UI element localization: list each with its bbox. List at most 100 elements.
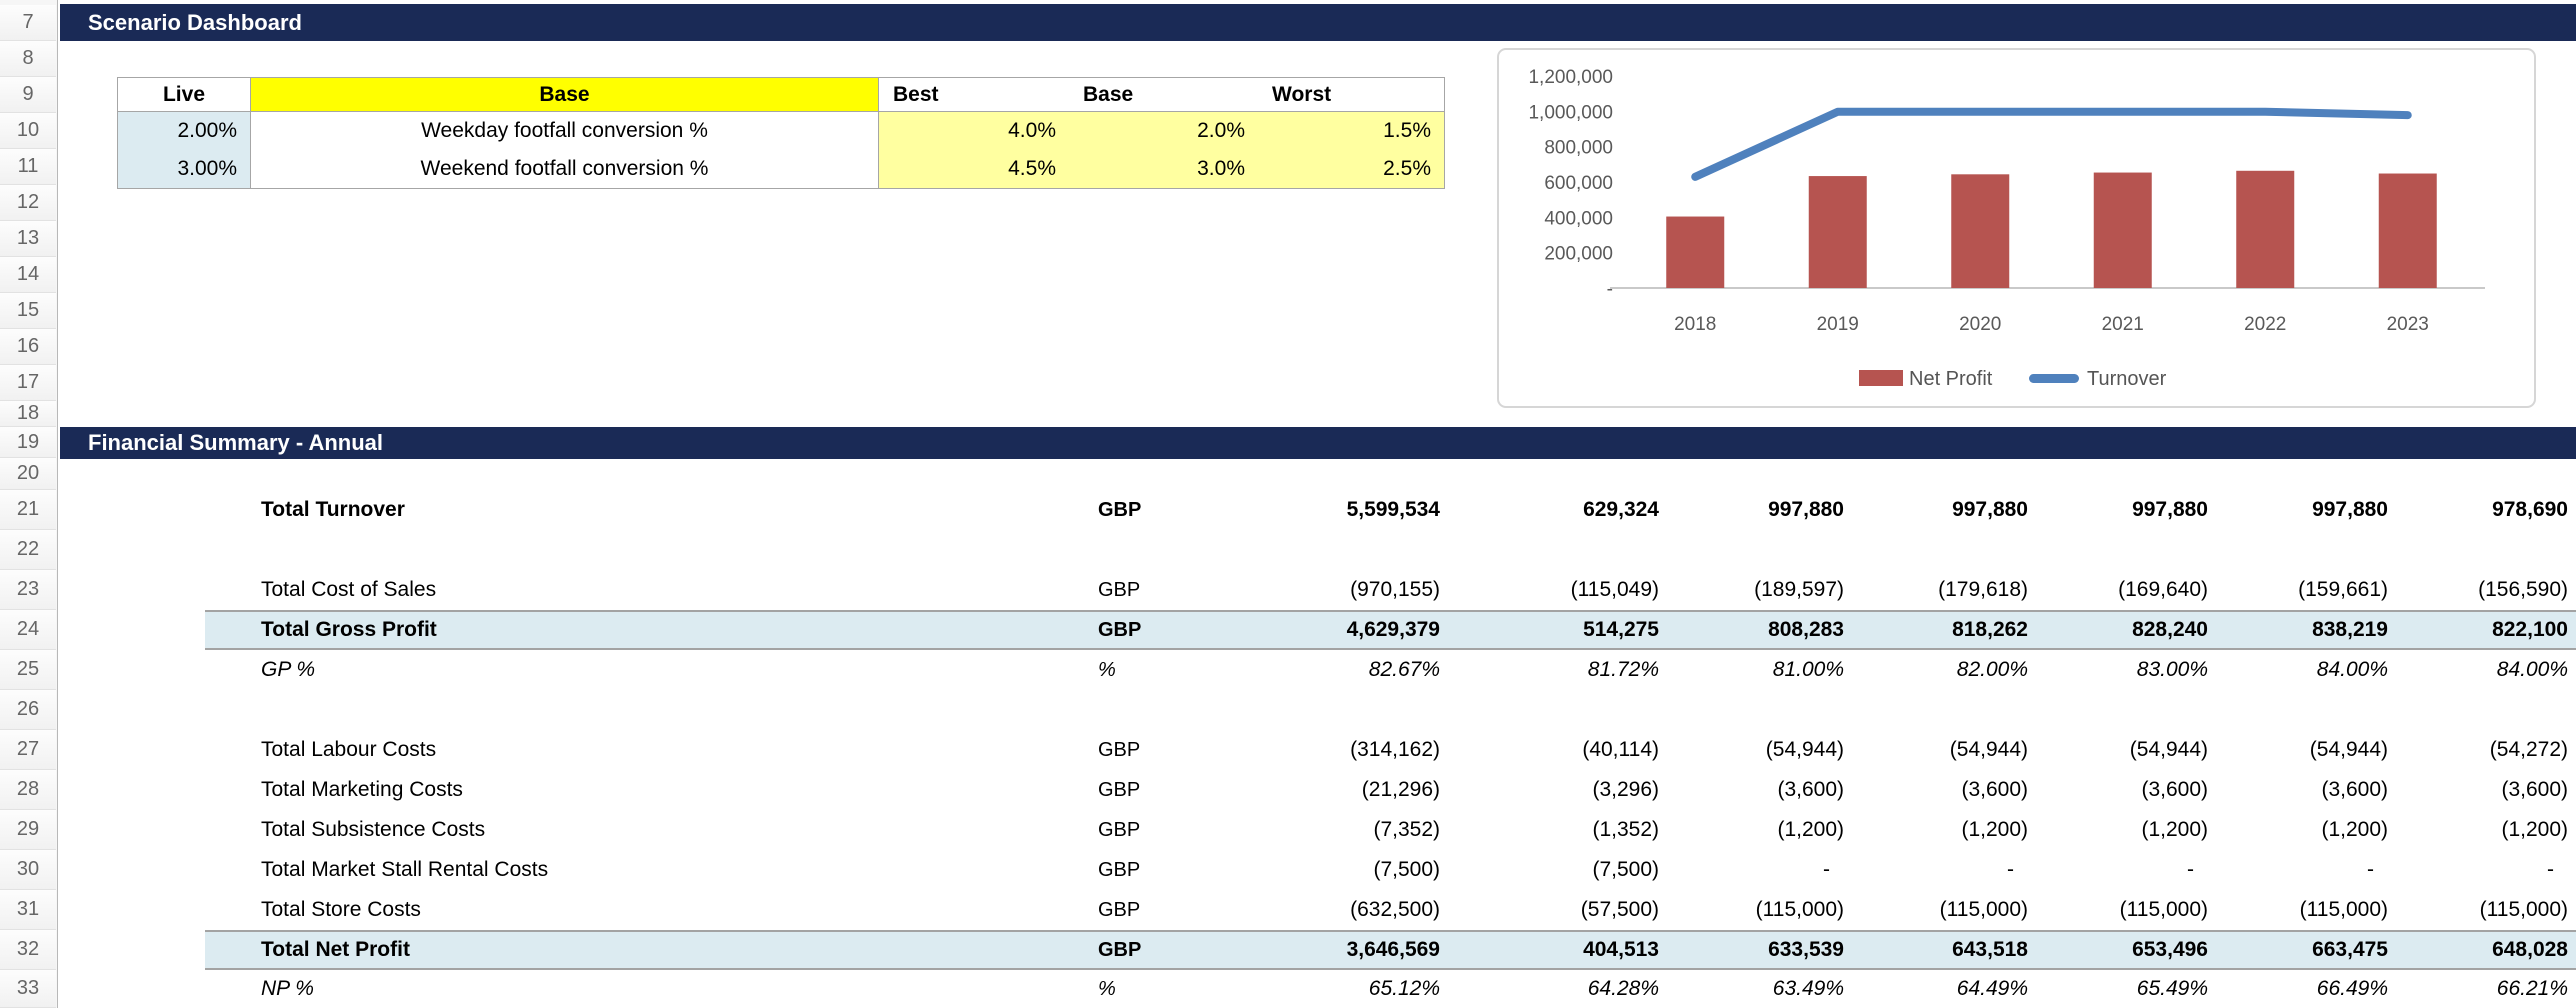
gp-label-cell[interactable]: GP % [261,658,316,681]
row-number-21[interactable]: 21 [0,490,56,530]
row-number-16[interactable]: 16 [0,329,56,365]
total-market-stall-rental-costs-value-1[interactable]: (7,500) [1373,858,1440,881]
scenario-header-base-case[interactable]: Base [1069,78,1258,112]
total-gross-profit-value-6[interactable]: 838,219 [2312,618,2388,641]
total-subsistence-costs-value-2[interactable]: (1,352) [1592,818,1659,841]
total-turnover-value-4[interactable]: 997,880 [1952,498,2028,521]
np-unit-cell[interactable]: % [1098,977,1116,1000]
total-subsistence-costs-value-5[interactable]: (1,200) [2141,818,2208,841]
total-marketing-costs-unit-cell[interactable]: GBP [1098,778,1141,801]
gp-value-5[interactable]: 83.00% [2136,658,2208,681]
total-store-costs-unit-cell[interactable]: GBP [1098,898,1141,921]
row-number-10[interactable]: 10 [0,113,56,149]
total-gross-profit-value-3[interactable]: 808,283 [1768,618,1844,641]
gp-value-7[interactable]: 84.00% [2496,658,2568,681]
total-turnover-value-1[interactable]: 5,599,534 [1346,498,1440,521]
gp-value-4[interactable]: 82.00% [1956,658,2028,681]
total-marketing-costs-value-4[interactable]: (3,600) [1961,778,2028,801]
total-subsistence-costs-value-1[interactable]: (7,352) [1373,818,1440,841]
weekday-label-cell[interactable]: Weekday footfall conversion % [251,112,879,150]
financial-summary-header[interactable]: Financial Summary - Annual [60,427,2576,459]
total-store-costs-value-1[interactable]: (632,500) [1350,898,1440,921]
total-cost-of-sales-value-4[interactable]: (179,618) [1938,578,2028,601]
total-net-profit-value-1[interactable]: 3,646,569 [1346,938,1440,961]
weekend-base-cell[interactable]: 3.0% [1069,150,1258,188]
total-turnover-value-7[interactable]: 978,690 [2492,498,2568,521]
row-number-24[interactable]: 24 [0,610,56,650]
np-value-1[interactable]: 65.12% [1368,977,1440,1000]
total-net-profit-value-4[interactable]: 643,518 [1952,938,2028,961]
weekend-live-cell[interactable]: 3.00% [118,150,251,188]
total-subsistence-costs-unit-cell[interactable]: GBP [1098,818,1141,841]
row-number-20[interactable]: 20 [0,458,56,490]
total-marketing-costs-value-3[interactable]: (3,600) [1777,778,1844,801]
total-marketing-costs-value-7[interactable]: (3,600) [2501,778,2568,801]
np-value-7[interactable]: 66.21% [2496,977,2568,1000]
total-marketing-costs-value-1[interactable]: (21,296) [1361,778,1440,801]
total-store-costs-value-6[interactable]: (115,000) [2299,898,2388,921]
weekend-worst-cell[interactable]: 2.5% [1258,150,1444,188]
row-number-25[interactable]: 25 [0,650,56,690]
total-cost-of-sales-value-1[interactable]: (970,155) [1350,578,1440,601]
total-gross-profit-value-1[interactable]: 4,629,379 [1346,618,1440,641]
total-subsistence-costs-value-6[interactable]: (1,200) [2321,818,2388,841]
total-labour-costs-label-cell[interactable]: Total Labour Costs [261,738,437,761]
scenario-header-worst[interactable]: Worst [1258,78,1444,112]
np-value-5[interactable]: 65.49% [2136,977,2208,1000]
row-number-28[interactable]: 28 [0,770,56,810]
row-number-30[interactable]: 30 [0,850,56,890]
weekend-best-cell[interactable]: 4.5% [879,150,1069,188]
total-marketing-costs-value-2[interactable]: (3,296) [1592,778,1659,801]
total-subsistence-costs-value-4[interactable]: (1,200) [1961,818,2028,841]
total-market-stall-rental-costs-unit-cell[interactable]: GBP [1098,858,1141,881]
row-number-29[interactable]: 29 [0,810,56,850]
row-number-23[interactable]: 23 [0,570,56,610]
total-labour-costs-value-3[interactable]: (54,944) [1765,738,1844,761]
np-value-2[interactable]: 64.28% [1587,977,1659,1000]
total-turnover-value-2[interactable]: 629,324 [1583,498,1659,521]
scenario-header-base[interactable]: Base [251,78,879,112]
row-number-13[interactable]: 13 [0,221,56,257]
total-cost-of-sales-label-cell[interactable]: Total Cost of Sales [261,578,437,601]
total-turnover-value-5[interactable]: 997,880 [2132,498,2208,521]
total-gross-profit-value-2[interactable]: 514,275 [1583,618,1659,641]
total-store-costs-label-cell[interactable]: Total Store Costs [261,898,421,921]
np-value-4[interactable]: 64.49% [1956,977,2028,1000]
total-net-profit-value-6[interactable]: 663,475 [2312,938,2388,961]
row-number-12[interactable]: 12 [0,185,56,221]
weekday-worst-cell[interactable]: 1.5% [1258,112,1444,150]
total-labour-costs-value-4[interactable]: (54,944) [1949,738,2028,761]
gp-unit-cell[interactable]: % [1098,658,1116,681]
total-labour-costs-value-6[interactable]: (54,944) [2309,738,2388,761]
total-turnover-value-3[interactable]: 997,880 [1768,498,1844,521]
row-number-7[interactable]: 7 [0,5,56,41]
total-net-profit-value-5[interactable]: 653,496 [2132,938,2208,961]
np-value-3[interactable]: 63.49% [1772,977,1844,1000]
total-marketing-costs-label-cell[interactable]: Total Marketing Costs [261,778,463,801]
total-turnover-label-cell[interactable]: Total Turnover [261,498,405,521]
row-number-31[interactable]: 31 [0,890,56,930]
total-net-profit-value-2[interactable]: 404,513 [1583,938,1659,961]
total-gross-profit-value-5[interactable]: 828,240 [2132,618,2208,641]
total-net-profit-value-7[interactable]: 648,028 [2492,938,2568,961]
row-number-27[interactable]: 27 [0,730,56,770]
row-number-17[interactable]: 17 [0,365,56,401]
row-number-32[interactable]: 32 [0,930,56,970]
total-market-stall-rental-costs-value-3[interactable]: - [1823,858,1830,881]
total-market-stall-rental-costs-value-7[interactable]: - [2547,858,2554,881]
total-labour-costs-value-5[interactable]: (54,944) [2129,738,2208,761]
gp-value-2[interactable]: 81.72% [1587,658,1659,681]
row-number-8[interactable]: 8 [0,41,56,77]
scenario-header-best[interactable]: Best [879,78,1069,112]
total-cost-of-sales-value-5[interactable]: (169,640) [2118,578,2208,601]
total-store-costs-value-3[interactable]: (115,000) [1755,898,1844,921]
row-number-9[interactable]: 9 [0,77,56,113]
row-number-19[interactable]: 19 [0,427,56,458]
total-cost-of-sales-unit-cell[interactable]: GBP [1098,578,1141,601]
gp-value-6[interactable]: 84.00% [2316,658,2388,681]
total-labour-costs-value-7[interactable]: (54,272) [2489,738,2568,761]
total-cost-of-sales-value-3[interactable]: (189,597) [1754,578,1844,601]
total-labour-costs-value-2[interactable]: (40,114) [1582,738,1659,761]
total-marketing-costs-value-5[interactable]: (3,600) [2141,778,2208,801]
total-net-profit-unit-cell[interactable]: GBP [1098,938,1142,961]
